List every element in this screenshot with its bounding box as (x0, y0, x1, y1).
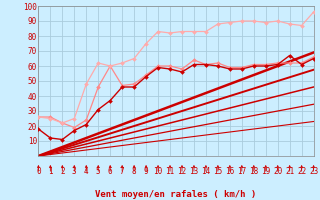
X-axis label: Vent moyen/en rafales ( km/h ): Vent moyen/en rafales ( km/h ) (95, 190, 257, 199)
